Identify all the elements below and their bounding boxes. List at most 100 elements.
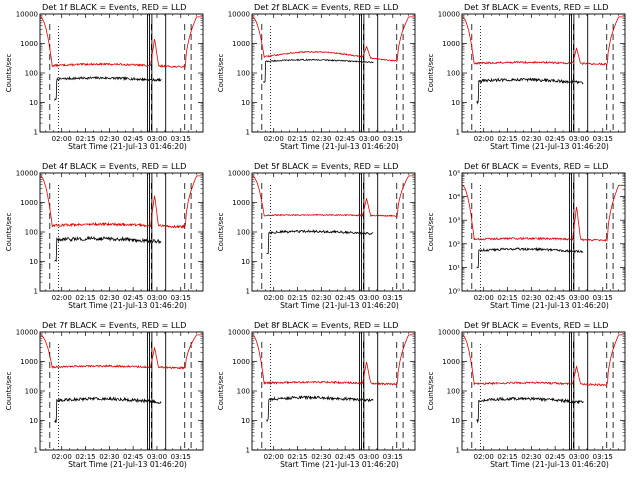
y-tick-label: 1 [246,447,250,455]
y-tick-label: 1 [456,129,460,137]
panel-det-2f: Det 2f BLACK = Events, RED = LLD Counts/s… [217,2,416,151]
x-tick-label: 02:45 [545,135,565,143]
y-tick-label: 1000 [232,199,250,207]
y-tick-label: 1 [34,447,38,455]
y-tick-label: 1 [456,447,460,455]
panel-det-6f: Det 6f BLACK = Events, RED = LLD Counts/s… [427,161,626,310]
y-tick-label: 10⁴ [448,193,460,201]
panel-title: Det 9f BLACK = Events, RED = LLD [464,320,608,330]
x-tick-label: 03:15 [593,453,613,461]
y-tick-label: 1 [246,129,250,137]
x-tick-label: 02:30 [99,294,119,302]
x-tick-label: 02:00 [264,453,284,461]
y-tick-label: 100 [25,70,38,78]
x-axis-label: Start Time (21-Jul-13 01:46:20) [280,460,399,469]
lld-series-line [461,16,625,66]
y-axis-label: Counts/sec [217,213,225,252]
panel-title: Det 3f BLACK = Events, RED = LLD [464,2,608,12]
x-tick-label: 02:00 [52,294,72,302]
y-tick-label: 100 [25,229,38,237]
y-tick-label: 10 [241,417,250,425]
y-axis-label: Counts/sec [217,372,225,411]
y-tick-label: 100 [237,229,250,237]
y-tick-label: 1000 [20,199,38,207]
x-tick-label: 02:00 [264,135,284,143]
x-tick-label: 02:45 [123,135,143,143]
panel-title: Det 2f BLACK = Events, RED = LLD [254,2,398,12]
x-tick-label: 02:15 [497,453,517,461]
x-axis-label: Start Time (21-Jul-13 01:46:20) [68,460,187,469]
x-tick-label: 02:15 [497,135,517,143]
y-tick-label: 10 [29,99,38,107]
x-axis-label: Start Time (21-Jul-13 01:46:20) [68,301,187,310]
panel-det-9f: Det 9f BLACK = Events, RED = LLD Counts/s… [427,320,626,469]
y-tick-label: 1000 [232,40,250,48]
x-tick-label: 03:15 [171,294,191,302]
x-tick-label: 02:30 [521,294,541,302]
y-tick-label: 10¹ [448,264,460,272]
x-tick-label: 03:00 [147,453,167,461]
y-tick-label: 1 [34,288,38,296]
x-tick-label: 02:30 [521,453,541,461]
x-tick-label: 02:45 [545,294,565,302]
x-tick-label: 02:45 [335,453,355,461]
y-axis-label: Counts/sec [427,372,435,411]
y-tick-label: 10 [29,417,38,425]
y-tick-label: 10 [29,258,38,266]
x-axis-label: Start Time (21-Jul-13 01:46:20) [490,142,609,151]
x-tick-label: 03:15 [171,453,191,461]
y-tick-label: 1000 [442,358,460,366]
y-tick-label: 10000 [16,11,38,19]
plot-frame [251,13,416,133]
y-tick-label: 10000 [438,11,460,19]
events-series-line [54,396,162,424]
x-tick-label: 02:15 [75,135,95,143]
x-tick-label: 02:30 [311,135,331,143]
y-axis-label: Counts/sec [217,54,225,93]
y-axis-label: Counts/sec [427,213,435,252]
panel-title: Det 8f BLACK = Events, RED = LLD [254,320,398,330]
x-tick-label: 02:30 [99,453,119,461]
lld-series-line [40,334,203,370]
events-series-line [54,75,162,101]
panel-title: Det 5f BLACK = Events, RED = LLD [254,161,398,171]
x-tick-label: 02:45 [123,294,143,302]
x-tick-label: 03:00 [147,294,167,302]
y-tick-label: 1000 [20,358,38,366]
x-tick-label: 03:00 [359,453,379,461]
events-series-line [476,77,584,105]
y-tick-label: 10000 [228,11,250,19]
y-tick-label: 100 [237,388,250,396]
panel-title: Det 1f BLACK = Events, RED = LLD [42,2,186,12]
x-tick-label: 03:00 [359,294,379,302]
events-series-line [476,396,584,424]
x-tick-label: 03:15 [593,294,613,302]
lld-series-line [461,334,625,387]
x-tick-label: 02:00 [474,453,494,461]
x-axis-label: Start Time (21-Jul-13 01:46:20) [280,301,399,310]
x-tick-label: 02:45 [335,135,355,143]
y-tick-label: 10000 [228,329,250,337]
y-axis-label: Counts/sec [5,372,13,411]
plot-frame [251,172,416,292]
events-series-line [263,58,374,83]
panel-det-5f: Det 5f BLACK = Events, RED = LLD Counts/s… [217,161,416,310]
x-tick-label: 02:00 [264,294,284,302]
panel-det-4f: Det 4f BLACK = Events, RED = LLD Counts/s… [5,161,204,310]
x-tick-label: 03:15 [383,294,403,302]
lld-series-line [252,175,415,218]
y-tick-label: 1000 [232,358,250,366]
y-tick-label: 100 [237,70,250,78]
x-axis-label: Start Time (21-Jul-13 01:46:20) [490,460,609,469]
panel-det-1f: Det 1f BLACK = Events, RED = LLD Counts/s… [5,2,204,151]
x-axis-label: Start Time (21-Jul-13 01:46:20) [280,142,399,151]
x-tick-label: 02:30 [311,453,331,461]
x-tick-label: 03:00 [569,294,589,302]
plot-frame [39,331,204,451]
events-series-line [476,246,584,269]
plot-frame [461,331,626,451]
lld-series-line [252,16,415,62]
y-axis-label: Counts/sec [5,213,13,252]
y-tick-label: 10000 [438,329,460,337]
x-tick-label: 02:30 [99,135,119,143]
